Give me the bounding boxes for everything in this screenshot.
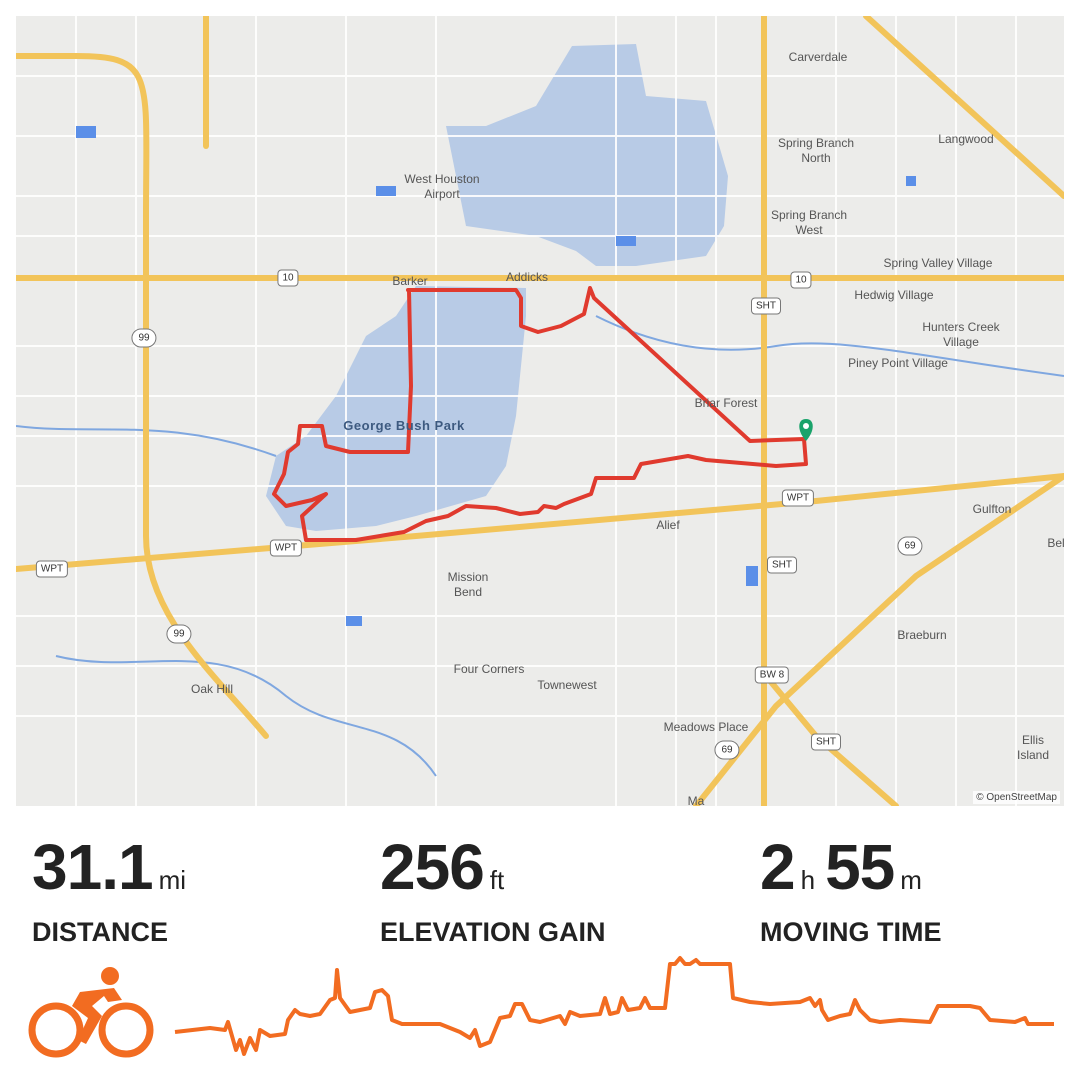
shield-sht-southeast: SHT — [811, 733, 841, 751]
elevation-value: 256 — [380, 831, 485, 903]
shield-99-north: 99 — [131, 328, 157, 348]
map-label-meadows-place: Meadows Place — [663, 720, 749, 734]
map-label-alief: Alief — [656, 518, 680, 532]
elevation-profile — [174, 956, 1054, 1056]
map-label-gulfton: Gulfton — [972, 502, 1012, 516]
map-label-ma: Ma — [687, 794, 705, 806]
moving-time-minutes: 55 — [825, 831, 895, 903]
distance-label: DISTANCE — [32, 917, 169, 947]
map-label-braeburn: Braeburn — [897, 628, 947, 642]
moving-time-hours: 2 — [760, 831, 796, 903]
shield-69-east: 69 — [897, 536, 923, 556]
map-label-piney-point-village: Piney Point Village — [848, 356, 948, 370]
map-label-addicks: Addicks — [505, 270, 549, 284]
shield-wpt-center: WPT — [269, 539, 303, 557]
elevation-stat: 256 ft ELEVATION GAIN — [380, 832, 606, 948]
map-label-spring-branch-west: Spring Branch West — [770, 208, 848, 237]
shield-i10-east: 10 — [790, 271, 812, 289]
map-label-ellis-island: Ellis Island — [1016, 733, 1050, 762]
map-label-hunters-creek-village: Hunters Creek Village — [922, 320, 1000, 349]
elevation-unit: ft — [489, 865, 505, 895]
moving-time-minutes-unit: m — [900, 865, 922, 895]
map-label-briar-forest: Briar Forest — [694, 396, 758, 410]
map-label-west-houston-airport: West Houston Airport — [404, 172, 480, 201]
shield-bw8: BW 8 — [754, 666, 790, 684]
shield-sht-south: SHT — [767, 556, 797, 574]
shield-wpt-east: WPT — [781, 489, 815, 507]
map-label-mission-bend: Mission Bend — [447, 570, 489, 599]
map-attribution[interactable]: © OpenStreetMap — [973, 791, 1060, 804]
distance-value: 31.1 — [32, 831, 154, 903]
map-label-langwood: Langwood — [938, 132, 994, 146]
moving-time-label: MOVING TIME — [760, 917, 942, 947]
barker-reservoir — [266, 286, 526, 531]
map-label-bel: Bel — [1047, 536, 1064, 550]
map-label-townewest: Townewest — [537, 678, 597, 692]
route-path — [272, 286, 808, 542]
shield-69-south: 69 — [714, 740, 740, 760]
route-map[interactable]: Carverdale Langwood Spring Branch North … — [16, 16, 1064, 806]
map-label-spring-valley-village: Spring Valley Village — [883, 256, 993, 270]
map-label-oak-hill: Oak Hill — [190, 682, 234, 696]
shield-99-south: 99 — [166, 624, 192, 644]
map-label-carverdale: Carverdale — [788, 50, 848, 64]
moving-time-hours-unit: h — [800, 865, 816, 895]
map-label-hedwig-village: Hedwig Village — [854, 288, 934, 302]
elevation-label: ELEVATION GAIN — [380, 917, 606, 947]
shield-i10-west: 10 — [277, 269, 299, 287]
start-marker — [799, 419, 813, 441]
distance-unit: mi — [158, 865, 186, 895]
addicks-reservoir — [446, 44, 728, 266]
map-label-four-corners: Four Corners — [453, 662, 525, 676]
cycling-icon — [28, 967, 154, 1058]
map-label-barker: Barker — [392, 274, 428, 288]
moving-time-stat: 2 h 55 m MOVING TIME — [760, 832, 942, 948]
shield-wpt-west: WPT — [35, 560, 69, 578]
distance-stat: 31.1 mi DISTANCE — [32, 832, 196, 948]
shield-sht-north: SHT — [751, 297, 781, 315]
map-label-george-bush-park: George Bush Park — [343, 418, 465, 433]
map-label-spring-branch-north: Spring Branch North — [777, 136, 855, 165]
